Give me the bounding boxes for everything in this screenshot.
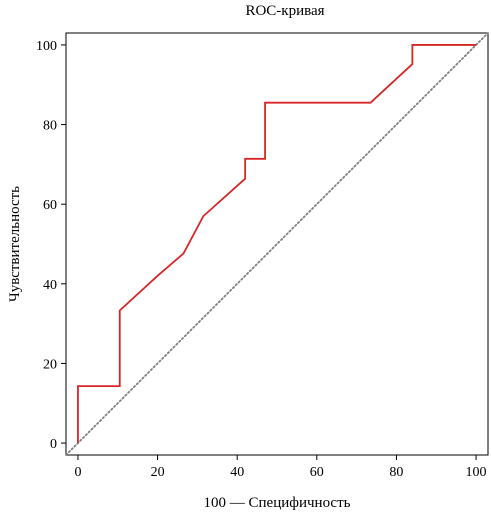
- x-tick-label: 100: [466, 465, 487, 480]
- x-tick-label: 80: [389, 465, 403, 480]
- x-tick-label: 20: [151, 465, 165, 480]
- x-tick-label: 60: [310, 465, 324, 480]
- plot-frame: [65, 32, 489, 456]
- reference-diagonal-line: [65, 32, 489, 456]
- x-axis: 0 20 40 60 80 100: [74, 455, 487, 480]
- y-tick-label: 20: [43, 357, 57, 372]
- y-tick-label: 100: [36, 39, 57, 54]
- series-layer: [65, 32, 489, 456]
- x-axis-title: 100 — Специфичность: [204, 495, 351, 511]
- x-tick-label: 0: [74, 465, 81, 480]
- y-tick-label: 0: [50, 437, 57, 452]
- y-axis: 0 20 40 60 80 100: [36, 39, 66, 452]
- y-tick-label: 60: [43, 198, 57, 213]
- y-axis-title: Чувствительность: [7, 186, 23, 302]
- y-tick-label: 80: [43, 119, 57, 134]
- roc-curve-line: [77, 44, 477, 444]
- x-tick-label: 40: [230, 465, 244, 480]
- y-tick-label: 40: [43, 278, 57, 293]
- chart-title: ROC-кривая: [245, 3, 324, 19]
